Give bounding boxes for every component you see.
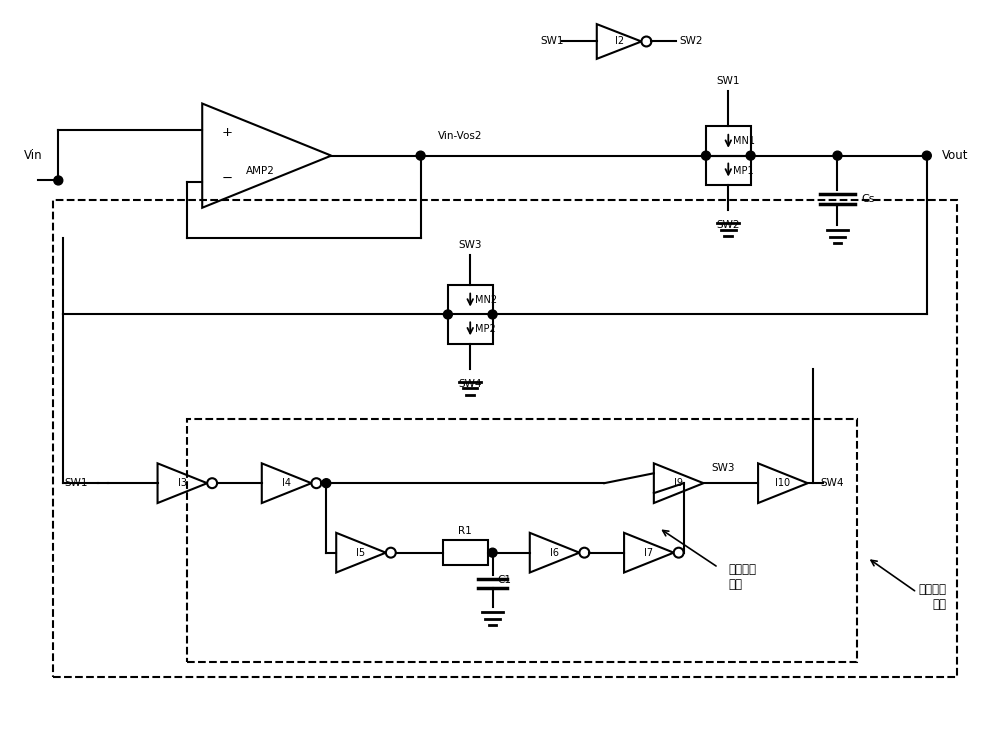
Circle shape: [322, 479, 331, 488]
Text: I4: I4: [282, 478, 291, 488]
Circle shape: [701, 151, 710, 160]
Text: −: −: [221, 172, 233, 185]
Text: SW1: SW1: [65, 478, 88, 488]
Text: Vout: Vout: [942, 149, 968, 162]
Text: Vin-Vos2: Vin-Vos2: [438, 131, 483, 141]
Text: Cs: Cs: [861, 194, 875, 204]
Text: MP1: MP1: [733, 166, 754, 175]
Text: I2: I2: [615, 37, 624, 46]
Text: I3: I3: [178, 478, 187, 488]
Text: +: +: [222, 127, 233, 139]
Text: SW4: SW4: [458, 379, 482, 389]
Text: SW2: SW2: [717, 220, 740, 230]
Text: I9: I9: [674, 478, 683, 488]
Text: I5: I5: [356, 548, 366, 558]
Text: Vin: Vin: [24, 149, 42, 162]
Text: SW3: SW3: [712, 464, 735, 473]
Text: I6: I6: [550, 548, 559, 558]
Circle shape: [488, 310, 497, 319]
Text: I7: I7: [644, 548, 653, 558]
Text: 脉冲产生
模块: 脉冲产生 模块: [728, 563, 756, 592]
Text: SW1: SW1: [717, 76, 740, 86]
Text: MP2: MP2: [475, 324, 496, 334]
Text: I10: I10: [775, 478, 790, 488]
Circle shape: [746, 151, 755, 160]
Circle shape: [443, 310, 452, 319]
Text: SW1: SW1: [540, 37, 564, 46]
Circle shape: [833, 151, 842, 160]
Circle shape: [922, 151, 931, 160]
Text: 失调消除
模块: 失调消除 模块: [919, 583, 947, 611]
Text: R1: R1: [458, 527, 472, 536]
Text: SW3: SW3: [458, 240, 482, 250]
Text: AMP2: AMP2: [246, 166, 275, 175]
Text: MN2: MN2: [475, 294, 497, 305]
Circle shape: [416, 151, 425, 160]
Circle shape: [488, 548, 497, 557]
Text: SW2: SW2: [679, 37, 703, 46]
Text: SW4: SW4: [821, 478, 844, 488]
Circle shape: [54, 176, 63, 185]
Text: MN1: MN1: [733, 136, 755, 146]
Text: C1: C1: [498, 574, 512, 584]
